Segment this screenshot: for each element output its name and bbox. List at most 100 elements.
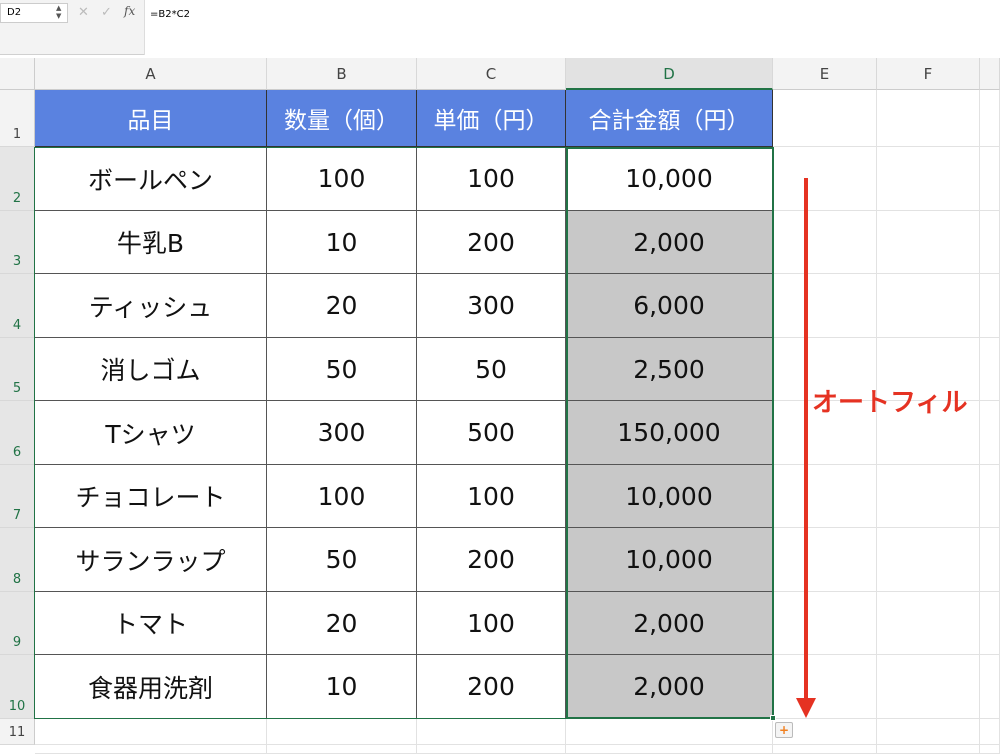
price-cell[interactable]: 50 [417,338,566,401]
item-cell[interactable]: 消しゴム [35,338,267,401]
empty-cell[interactable] [877,401,980,465]
empty-cell[interactable] [877,338,980,401]
empty-cell[interactable] [980,655,1000,719]
empty-cell[interactable] [980,211,1000,274]
empty-cell[interactable] [417,719,566,745]
empty-cell[interactable] [773,745,877,754]
empty-cell[interactable] [773,719,877,745]
empty-cell[interactable] [773,211,877,274]
empty-cell[interactable] [773,90,877,147]
quantity-cell[interactable]: 100 [267,147,417,211]
quantity-cell[interactable]: 50 [267,528,417,592]
table-header-cell[interactable]: 合計金額（円） [566,90,773,147]
empty-cell[interactable] [877,528,980,592]
quantity-cell[interactable]: 100 [267,465,417,528]
empty-cell[interactable] [980,147,1000,211]
item-cell[interactable]: ティッシュ [35,274,267,338]
total-cell[interactable]: 150,000 [566,401,773,465]
table-header-cell[interactable]: 数量（個） [267,90,417,147]
insert-function-icon[interactable]: fx [124,4,136,18]
empty-cell[interactable] [877,274,980,338]
total-cell[interactable]: 10,000 [566,147,773,211]
quantity-cell[interactable]: 10 [267,211,417,274]
row-header-8[interactable]: 8 [0,528,35,592]
item-cell[interactable]: チョコレート [35,465,267,528]
column-header-d[interactable]: D [566,58,773,90]
total-cell[interactable]: 10,000 [566,465,773,528]
empty-cell[interactable] [267,719,417,745]
price-cell[interactable]: 200 [417,211,566,274]
row-header-1[interactable]: 1 [0,90,35,147]
empty-cell[interactable] [877,655,980,719]
empty-cell[interactable] [877,211,980,274]
empty-cell[interactable] [773,274,877,338]
column-header-g[interactable] [980,58,1000,90]
column-header-b[interactable]: B [267,58,417,90]
row-header-11[interactable]: 11 [0,719,35,745]
empty-cell[interactable] [35,745,267,754]
empty-cell[interactable] [980,90,1000,147]
quantity-cell[interactable]: 300 [267,401,417,465]
empty-cell[interactable] [980,274,1000,338]
fill-handle[interactable] [770,715,776,721]
empty-cell[interactable] [980,338,1000,401]
total-cell[interactable]: 2,500 [566,338,773,401]
total-cell[interactable]: 2,000 [566,592,773,655]
row-header-5[interactable]: 5 [0,338,35,401]
quantity-cell[interactable]: 20 [267,592,417,655]
empty-cell[interactable] [773,592,877,655]
empty-cell[interactable] [980,465,1000,528]
quantity-cell[interactable]: 20 [267,274,417,338]
empty-cell[interactable] [773,528,877,592]
empty-cell[interactable] [773,147,877,211]
empty-cell[interactable] [877,719,980,745]
row-header-4[interactable]: 4 [0,274,35,338]
table-header-cell[interactable]: 品目 [35,90,267,147]
price-cell[interactable]: 200 [417,528,566,592]
empty-cell[interactable] [35,719,267,745]
empty-cell[interactable] [980,719,1000,745]
price-cell[interactable]: 300 [417,274,566,338]
empty-cell[interactable] [877,147,980,211]
row-header-10[interactable]: 10 [0,655,35,719]
total-cell[interactable]: 2,000 [566,211,773,274]
select-all-button[interactable] [0,58,35,90]
price-cell[interactable]: 500 [417,401,566,465]
column-header-a[interactable]: A [35,58,267,90]
empty-cell[interactable] [773,655,877,719]
total-cell[interactable]: 10,000 [566,528,773,592]
empty-cell[interactable] [980,401,1000,465]
item-cell[interactable]: サランラップ [35,528,267,592]
table-header-cell[interactable]: 単価（円） [417,90,566,147]
row-header-2[interactable]: 2 [0,147,35,211]
column-header-e[interactable]: E [773,58,877,90]
empty-cell[interactable] [267,745,417,754]
name-box-spinner-icon[interactable]: ▲ ▼ [56,4,62,20]
empty-cell[interactable] [773,465,877,528]
item-cell[interactable]: トマト [35,592,267,655]
column-header-c[interactable]: C [417,58,566,90]
price-cell[interactable]: 100 [417,465,566,528]
row-header-9[interactable]: 9 [0,592,35,655]
empty-cell[interactable] [980,592,1000,655]
enter-check-icon[interactable]: ✓ [101,5,112,20]
autofill-options-button[interactable]: + [775,722,793,738]
empty-cell[interactable] [417,745,566,754]
empty-cell[interactable] [980,745,1000,754]
row-header-7[interactable]: 7 [0,465,35,528]
name-box[interactable]: D2 [0,3,68,23]
empty-cell[interactable] [877,745,980,754]
empty-cell[interactable] [773,338,877,401]
row-header-6[interactable]: 6 [0,401,35,465]
item-cell[interactable]: ボールペン [35,147,267,211]
empty-cell[interactable] [877,592,980,655]
formula-input[interactable]: =B2*C2 [144,0,1000,55]
empty-cell[interactable] [566,719,773,745]
empty-cell[interactable] [773,401,877,465]
empty-cell[interactable] [980,528,1000,592]
empty-cell[interactable] [566,745,773,754]
total-cell[interactable]: 2,000 [566,655,773,719]
price-cell[interactable]: 100 [417,147,566,211]
quantity-cell[interactable]: 10 [267,655,417,719]
row-header-3[interactable]: 3 [0,211,35,274]
